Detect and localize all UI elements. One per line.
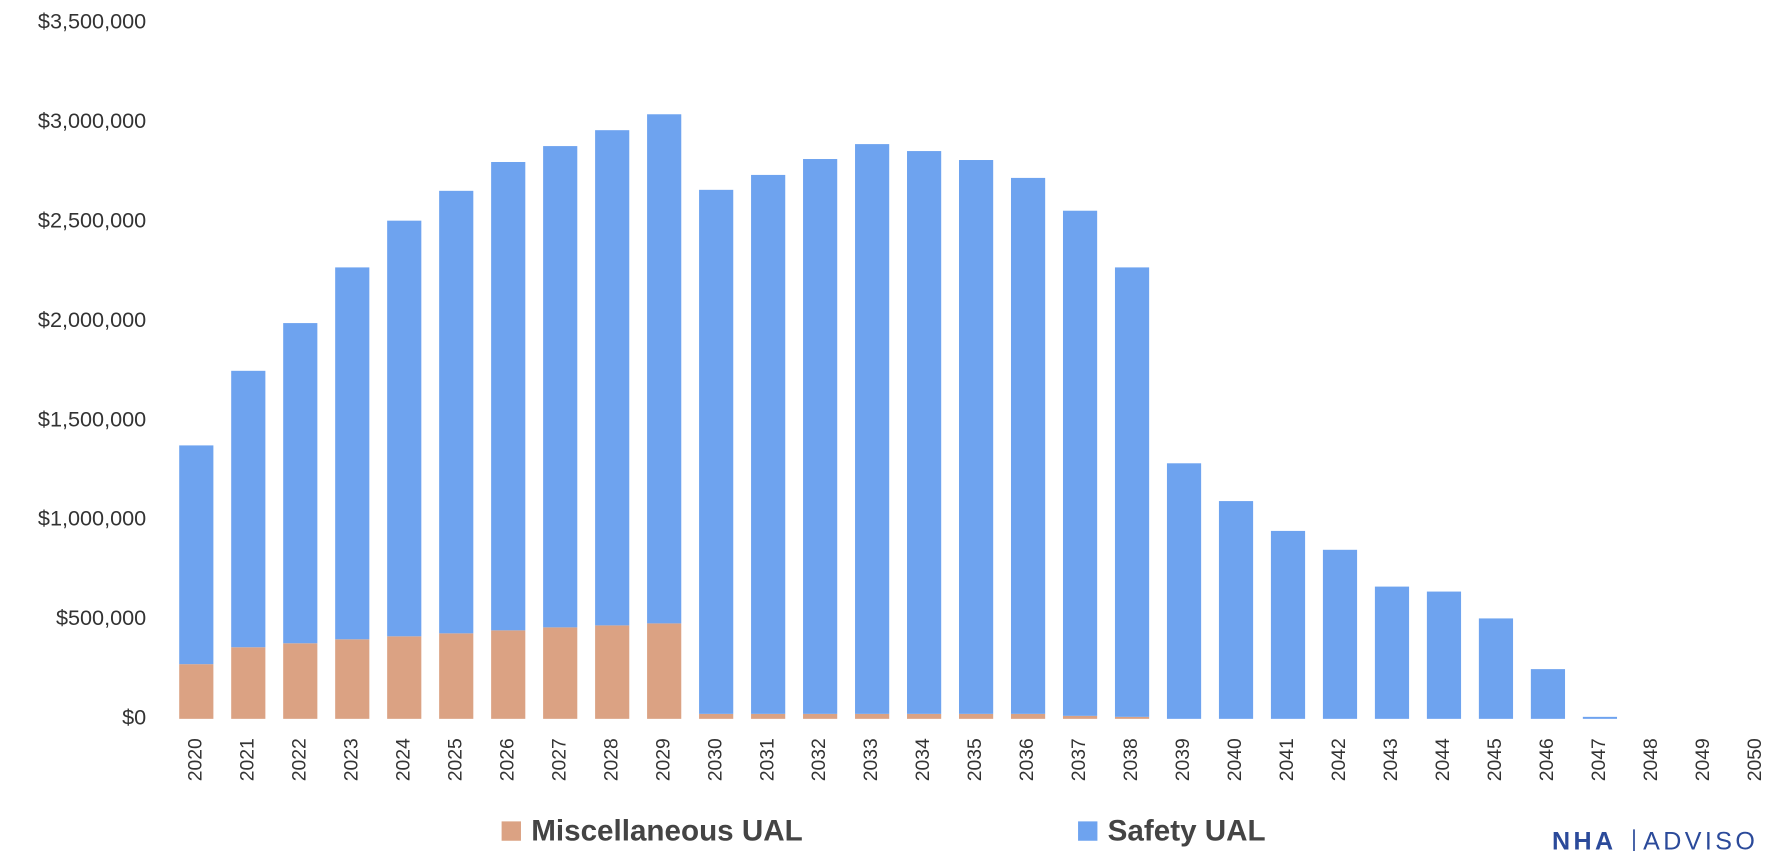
x-tick-label: 2033: [860, 738, 882, 781]
x-tick-label: 2042: [1328, 738, 1350, 781]
bar-segment: [959, 160, 994, 714]
x-tick-label: 2024: [392, 738, 414, 781]
bar-segment: [1114, 267, 1150, 717]
x-tick-label: 2038: [1120, 738, 1142, 781]
legend-swatch: [501, 821, 521, 841]
x-tick-label: 2023: [340, 738, 362, 781]
bar-segment: [543, 627, 578, 719]
legend-swatch: [1078, 821, 1098, 841]
bar-segment: [1478, 618, 1514, 719]
brand-sub: ADVISO: [1643, 828, 1758, 851]
bar-segment: [751, 174, 786, 714]
x-tick-label: 2026: [496, 738, 518, 781]
x-tick-label: 2036: [1016, 738, 1038, 781]
x-tick-label: 2043: [1380, 738, 1402, 781]
bar-segment: [335, 639, 370, 719]
bar-segment: [751, 713, 786, 719]
y-tick-label: $500,000: [56, 605, 146, 630]
x-tick-label: 2032: [808, 738, 830, 781]
y-tick-label: $3,000,000: [38, 108, 146, 133]
x-tick-label: 2034: [912, 738, 934, 781]
y-tick-label: $2,000,000: [38, 307, 146, 332]
bar-segment: [387, 636, 422, 719]
bar-segment: [855, 713, 890, 719]
bar-segment: [335, 267, 370, 640]
bar-segment: [387, 220, 422, 637]
bar-segment: [491, 161, 526, 631]
x-tick-label: 2046: [1536, 738, 1558, 781]
bar-segment: [543, 146, 578, 628]
x-tick-label: 2035: [964, 738, 986, 781]
bar-segment: [1218, 501, 1254, 719]
bar-segment: [803, 159, 838, 714]
y-tick-label: $1,000,000: [38, 506, 146, 531]
x-tick-label: 2031: [756, 738, 778, 781]
x-tick-label: 2037: [1068, 738, 1090, 781]
x-tick-label: 2020: [184, 738, 206, 781]
bar-segment: [179, 664, 214, 719]
x-tick-label: 2047: [1588, 738, 1610, 781]
x-tick-label: 2028: [600, 738, 622, 781]
y-tick-label: $3,500,000: [38, 9, 146, 34]
x-tick-label: 2022: [288, 738, 310, 781]
y-tick-label: $0: [122, 705, 146, 730]
bar-segment: [699, 189, 734, 714]
x-tick-label: 2025: [444, 738, 466, 781]
bar-segment: [1114, 716, 1150, 719]
bar-segment: [1322, 549, 1358, 719]
x-tick-label: 2041: [1276, 738, 1298, 781]
x-tick-label: 2040: [1224, 738, 1246, 781]
x-tick-label: 2049: [1692, 738, 1714, 781]
bar-segment: [439, 190, 474, 634]
bar-segment: [1426, 591, 1462, 719]
x-tick-label: 2029: [652, 738, 674, 781]
bar-segment: [1374, 586, 1410, 719]
bar-segment: [231, 370, 266, 648]
x-tick-label: 2030: [704, 738, 726, 781]
bar-segment: [647, 114, 682, 624]
x-tick-label: 2021: [236, 738, 258, 781]
bar-segment: [595, 625, 630, 719]
bar-segment: [907, 151, 942, 714]
bar-segment: [595, 130, 630, 626]
bar-segment: [1062, 715, 1098, 719]
x-tick-label: 2050: [1744, 738, 1766, 781]
bar-segment: [907, 713, 942, 719]
bar-segment: [959, 713, 994, 719]
bar-segment: [231, 647, 266, 719]
bar-segment: [855, 144, 890, 714]
x-tick-label: 2044: [1432, 738, 1454, 781]
bar-segment: [1166, 463, 1202, 719]
bar-segment: [1010, 713, 1046, 719]
bar-segment: [1582, 716, 1618, 719]
x-tick-label: 2039: [1172, 738, 1194, 781]
x-tick-label: 2027: [548, 738, 570, 781]
y-tick-label: $2,500,000: [38, 207, 146, 232]
bar-segment: [179, 445, 214, 665]
bar-segment: [439, 633, 474, 719]
bar-segment: [491, 630, 526, 719]
bar-segment: [647, 623, 682, 719]
y-tick-label: $1,500,000: [38, 406, 146, 431]
bar-segment: [283, 323, 318, 644]
bar-segment: [803, 713, 838, 719]
legend-label: Safety UAL: [1108, 815, 1266, 848]
x-tick-label: 2048: [1640, 738, 1662, 781]
bar-segment: [1530, 669, 1566, 719]
bar-segment: [1062, 210, 1098, 716]
bar-segment: [699, 713, 734, 719]
bar-segment: [1270, 530, 1306, 719]
brand: NHA: [1552, 828, 1617, 851]
bar-segment: [283, 643, 318, 719]
bar-segment: [1010, 177, 1046, 714]
legend-label: Miscellaneous UAL: [531, 815, 803, 848]
x-tick-label: 2045: [1484, 738, 1506, 781]
